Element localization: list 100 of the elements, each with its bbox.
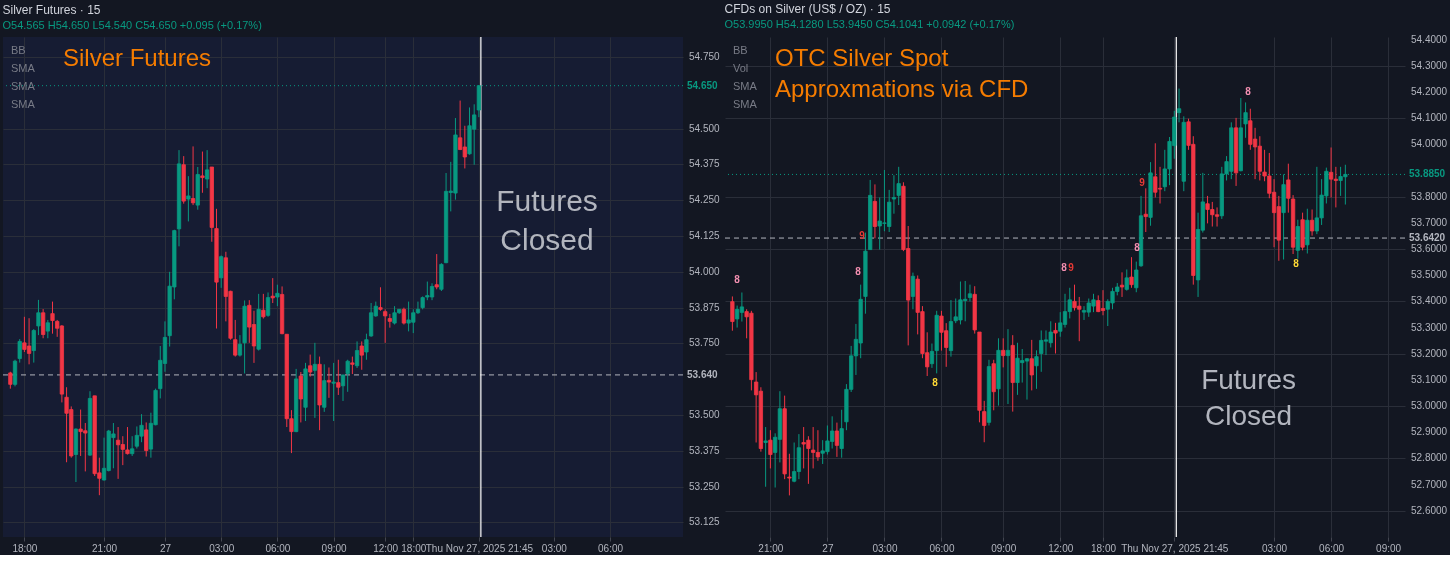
x-tick-label: 21:00 (758, 542, 784, 554)
candlestick (12, 359, 18, 387)
candlestick (1134, 261, 1139, 293)
annotation: 9 (1139, 177, 1146, 188)
y-tick-label: 53.7000 (1411, 216, 1448, 228)
candlestick (41, 308, 46, 339)
ref-line-label: 53.640 (687, 368, 719, 380)
candlestick (1024, 357, 1030, 401)
y-tick-label: 53.875 (689, 301, 721, 313)
x-tick-label: 06:00 (598, 542, 624, 554)
chart-title: CFDs on Silver (US$ / OZ) · 15 (724, 1, 891, 16)
y-tick-label: 52.8000 (1411, 452, 1448, 464)
candlestick (369, 302, 374, 338)
x-tick-label: 12:00 (1048, 542, 1074, 554)
annotation: BB (733, 44, 748, 56)
candlestick (811, 426, 816, 469)
x-tick-label: 18:00 (401, 542, 427, 554)
y-tick-label: 53.750 (689, 337, 721, 349)
annotation: SMA (11, 98, 36, 110)
candlestick (792, 442, 797, 483)
annotation: 8 (1061, 262, 1068, 273)
candlestick (1333, 166, 1338, 208)
annotation: Futures Closed (496, 184, 598, 256)
candlestick (345, 359, 350, 393)
annotation: SMA (733, 98, 758, 110)
x-tick-label: 06:00 (265, 542, 291, 554)
chart-subtitle: O53.9950 H54.1280 L53.9450 C54.1041 +0.0942 (+0.17%) (724, 17, 1015, 30)
candlestick (233, 319, 238, 358)
candlestick (834, 422, 840, 458)
x-tick-label: 06:00 (1319, 542, 1345, 554)
candlestick (763, 426, 768, 488)
ref-line-label: 53.8850 (1409, 168, 1446, 180)
y-tick-label: 54.2000 (1411, 85, 1448, 97)
candlestick (1157, 166, 1163, 204)
annotation: Vol (733, 62, 749, 74)
annotation: 8 (1245, 86, 1252, 97)
x-tick-label: 09:00 (321, 542, 348, 554)
annotation: 8 (855, 266, 862, 277)
y-tick-label: 54.250 (689, 194, 721, 206)
annotation: SMA (733, 80, 758, 92)
y-tick-label: 54.125 (689, 230, 721, 242)
annotation: BB (11, 44, 26, 56)
candlestick (1271, 178, 1277, 248)
x-tick-label: 06:00 (929, 542, 955, 554)
x-tick-label: 12:00 (373, 542, 399, 554)
y-tick-label: 53.5000 (1411, 269, 1448, 281)
candlestick (331, 362, 336, 422)
y-tick-label: 54.000 (689, 265, 721, 277)
x-tick-label: 18:00 (12, 542, 38, 554)
y-tick-label: 54.4000 (1411, 33, 1448, 45)
y-tick-label: 53.375 (689, 444, 721, 456)
candlestick (50, 301, 55, 335)
candlestick (275, 284, 280, 307)
x-tick-label: 03:00 (209, 542, 235, 554)
annotation: SMA (11, 62, 36, 74)
candlestick (205, 149, 210, 189)
annotation: Silver Futures (63, 44, 212, 71)
annotation: 8 (734, 274, 741, 285)
candlestick (359, 340, 364, 371)
candlestick (1295, 219, 1300, 260)
ref-line-label: 53.6420 (1409, 232, 1446, 244)
candlestick (116, 426, 121, 480)
y-tick-label: 52.7000 (1411, 478, 1448, 490)
candlestick (1129, 256, 1134, 289)
candlestick (1053, 322, 1058, 354)
x-tick-label: 27 (159, 542, 172, 554)
candlestick (219, 255, 224, 289)
candlestick (815, 429, 821, 462)
candlestick (26, 317, 32, 365)
y-tick-label: 53.4000 (1411, 295, 1448, 307)
x-tick-label: 03:00 (541, 542, 568, 554)
candlestick (967, 284, 973, 302)
ref-line-label: 54.650 (687, 79, 719, 91)
candlestick (326, 366, 332, 399)
y-tick-label: 53.1000 (1411, 373, 1448, 385)
candlestick (298, 371, 303, 423)
y-tick-label: 54.0000 (1411, 138, 1448, 150)
candlestick (308, 354, 313, 378)
y-tick-label: 53.0000 (1411, 400, 1448, 412)
y-tick-label: 53.3000 (1411, 321, 1448, 333)
x-tick-label: Thu Nov 27, 2025 21:45 (1121, 542, 1229, 554)
candlestick (796, 433, 801, 480)
candlestick (378, 286, 383, 312)
candlestick (739, 292, 744, 323)
candlestick (364, 333, 369, 361)
annotation: 8 (1134, 242, 1141, 253)
y-tick-label: 53.125 (689, 516, 721, 528)
candlestick (1243, 101, 1248, 139)
candlestick (1001, 337, 1006, 368)
y-tick-label: 53.500 (689, 409, 721, 421)
candlestick (735, 305, 740, 329)
candlestick (1029, 339, 1034, 391)
candlestick (982, 400, 987, 443)
candlestick (336, 359, 341, 396)
x-tick-label: Thu Nov 27, 2025 21:45 (425, 542, 534, 554)
candlestick (839, 409, 844, 459)
annotation: 9 (1068, 262, 1075, 273)
x-tick-label: 27 (822, 542, 834, 554)
candlestick (434, 253, 439, 290)
candlestick (45, 319, 50, 339)
